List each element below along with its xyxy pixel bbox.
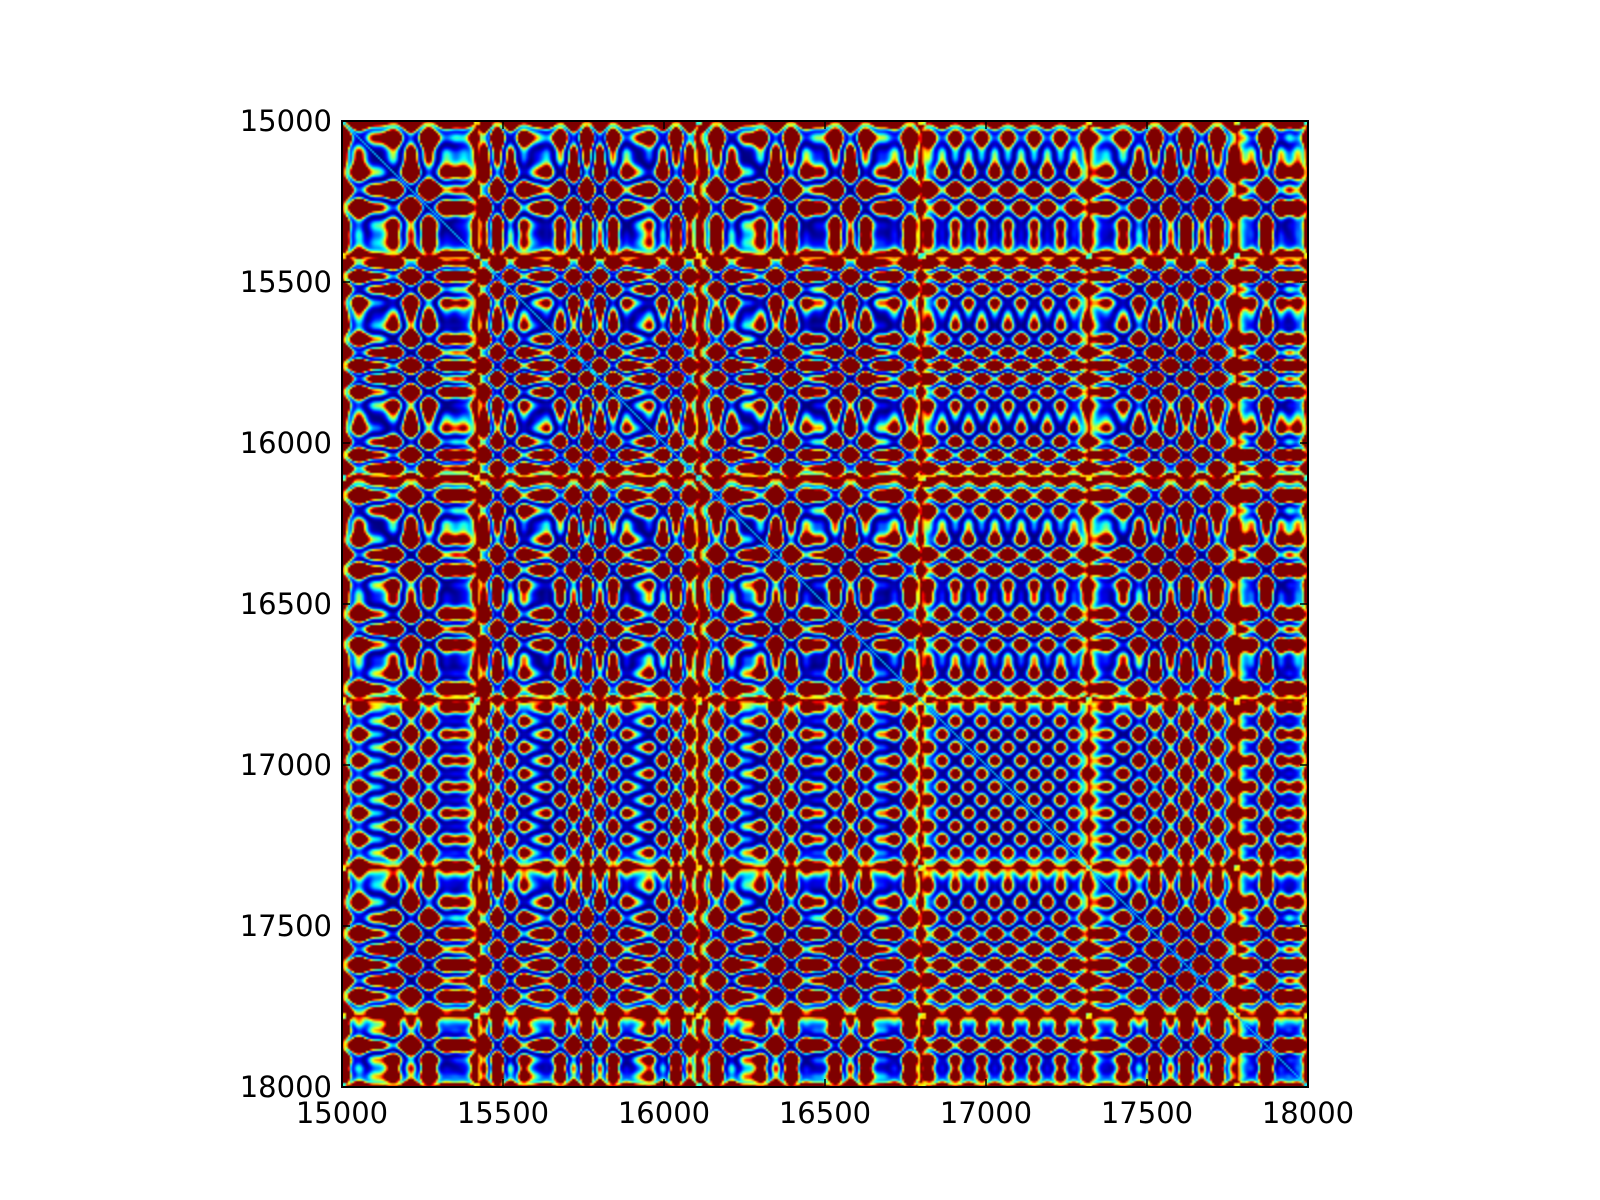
y-tick-label: 16500 [240, 587, 332, 621]
x-axis: 15000 15500 16000 16500 17000 17500 18000 [296, 121, 1354, 1130]
x-tick-label: 18000 [1262, 1096, 1354, 1130]
x-tick-label: 15500 [457, 1096, 549, 1130]
x-tick-label: 17500 [1101, 1096, 1193, 1130]
x-tick-label: 17000 [940, 1096, 1032, 1130]
y-axis: 15000 15500 16000 16500 17000 17500 18000 [240, 104, 1308, 1104]
y-tick-label: 15500 [240, 265, 332, 299]
heatmap-image [342, 121, 1308, 1087]
y-tick-label: 17000 [240, 748, 332, 782]
y-tick-label: 15000 [240, 104, 332, 138]
y-tick-label: 16000 [240, 426, 332, 460]
x-tick-label: 16000 [618, 1096, 710, 1130]
y-tick-label: 17500 [240, 909, 332, 943]
x-tick-label: 15000 [296, 1096, 388, 1130]
x-tick-label: 16500 [779, 1096, 871, 1130]
y-tick-label: 18000 [240, 1070, 332, 1104]
